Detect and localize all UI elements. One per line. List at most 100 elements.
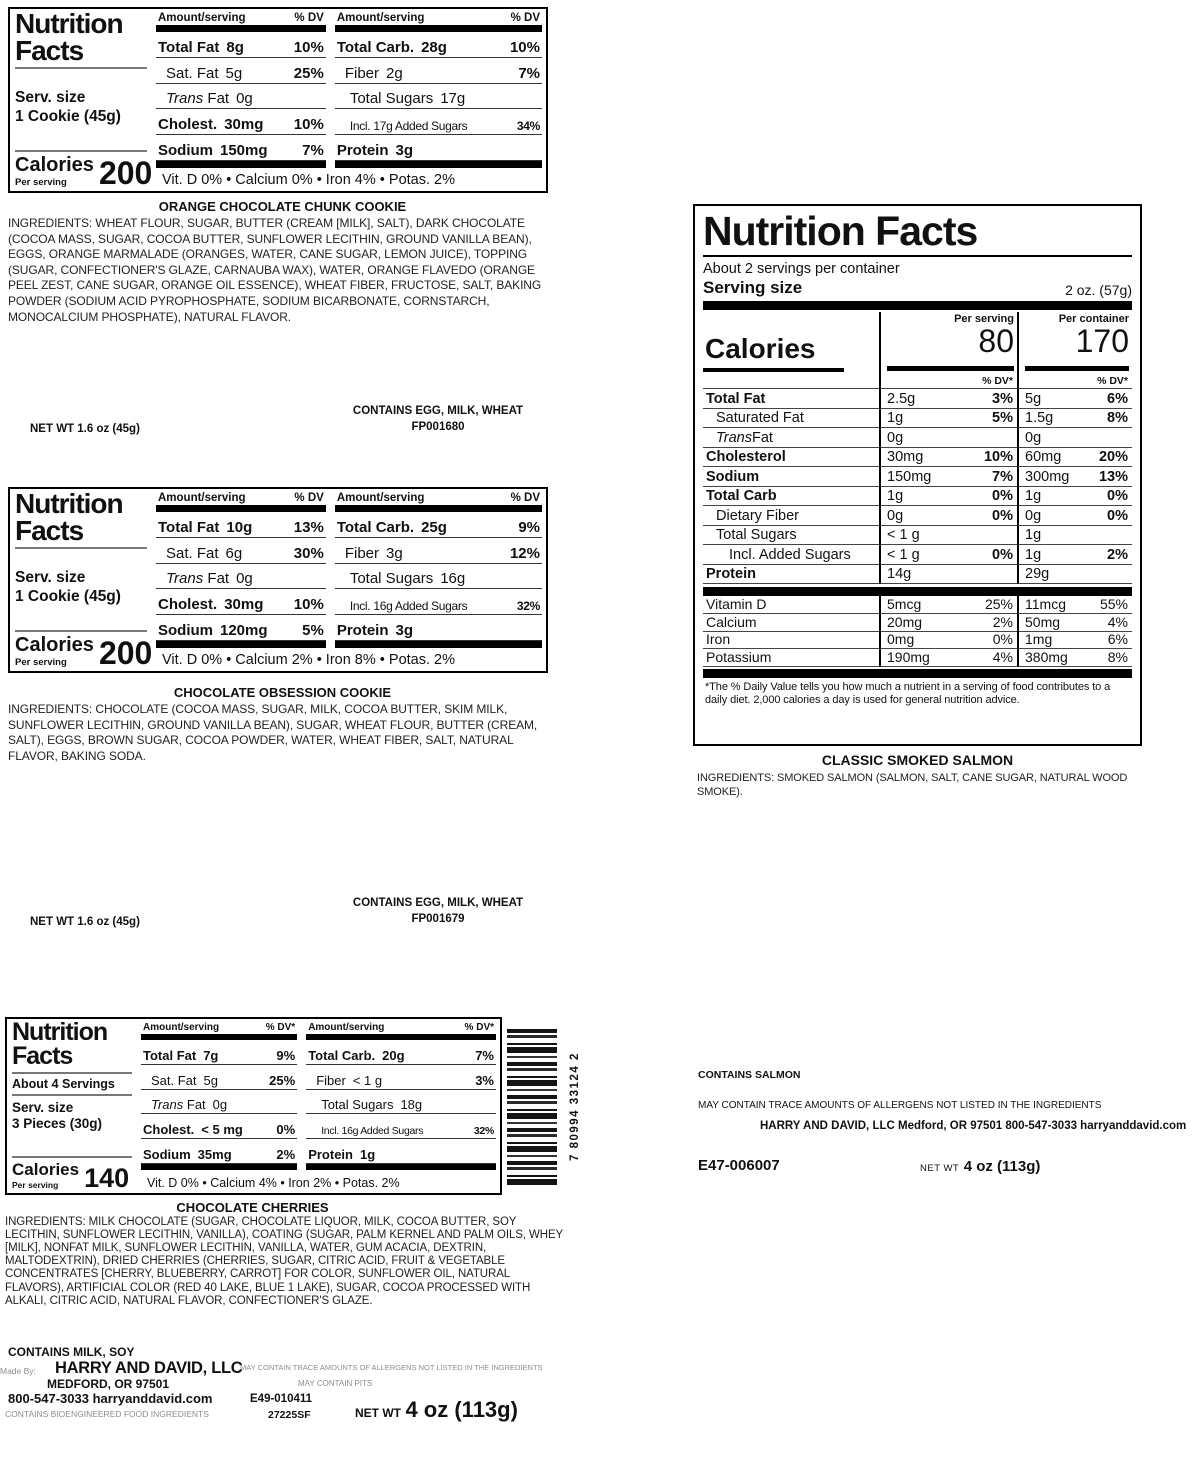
column-header: Amount/serving% DV bbox=[158, 492, 324, 504]
nutrient-percent-dv: 10% bbox=[293, 596, 324, 614]
nutrient-amount: 0mg bbox=[887, 631, 915, 648]
nutrient-name: Sodium 35mg bbox=[143, 1146, 232, 1162]
item-code-1: E49-010411 bbox=[250, 1393, 313, 1405]
nutrient-amount: 7g bbox=[203, 1047, 219, 1063]
per-serving-values: 1g 0% bbox=[879, 486, 1017, 507]
nutrient-amount: 20g bbox=[382, 1047, 405, 1063]
nutrient-percent-dv: 0% bbox=[1107, 488, 1128, 505]
item-code: FP001680 bbox=[411, 420, 465, 433]
nutrient-row: Sodium 150mg 7% bbox=[156, 135, 326, 161]
company-phone-web: 800-547-3033 harryanddavid.com bbox=[8, 1391, 213, 1406]
per-serving-values: 1g 5% bbox=[879, 408, 1017, 429]
thick-rule bbox=[306, 1164, 496, 1170]
nutrient-name: Fiber < 1 g bbox=[316, 1072, 383, 1088]
nutrient-percent-dv: 25% bbox=[984, 596, 1013, 613]
thick-rule bbox=[334, 161, 542, 168]
nutrient-row: Sodium 150mg 7% 300mg 13% bbox=[703, 467, 1132, 487]
nutrient-column-left: Amount/serving% DV Total Fat 10g 13% Sat. F… bbox=[156, 491, 326, 648]
nutrient-row: Trans Fat 0g bbox=[141, 1090, 298, 1115]
per-container-values: 1g 0% bbox=[1017, 486, 1132, 507]
divider bbox=[15, 67, 147, 70]
nutrient-row: Protein 1g bbox=[306, 1139, 496, 1164]
thick-rule bbox=[334, 505, 542, 512]
column-header: Amount/serving% DV bbox=[336, 492, 540, 504]
nutrient-percent-dv: 2% bbox=[1107, 546, 1128, 563]
nutrient-name: Protein 3g bbox=[336, 621, 414, 639]
per-serving-label: Per serving bbox=[15, 657, 67, 668]
per-serving-label: Per serving bbox=[12, 1180, 59, 1190]
nutrient-amount: 60mg bbox=[1025, 449, 1062, 466]
nutrient-row: Sat. Fat 6g 30% bbox=[156, 538, 326, 564]
nutrient-amount: 1g bbox=[887, 410, 904, 427]
calories-block: Calories Per serving 200 bbox=[15, 630, 152, 669]
nutrient-row: Total Sugars 17g bbox=[334, 84, 542, 110]
per-serving-values: 30mg 10% bbox=[879, 447, 1017, 468]
thick-rule bbox=[156, 641, 326, 648]
nutrient-percent-dv: 8% bbox=[1107, 648, 1128, 665]
nutrient-percent-dv: 5% bbox=[302, 621, 324, 639]
nutrient-amount: 18g bbox=[400, 1097, 423, 1113]
nutrient-amount: 6g bbox=[225, 544, 243, 562]
nutrient-percent-dv: 9% bbox=[276, 1047, 296, 1063]
nutrient-amount: 28g bbox=[421, 38, 447, 56]
product-title-smoked-salmon: CLASSIC SMOKED SALMON bbox=[821, 752, 1014, 768]
column-header: Amount/serving% DV bbox=[158, 12, 324, 24]
nutrient-amount: 5g bbox=[1025, 390, 1042, 407]
nutrient-amount: 50mg bbox=[1025, 613, 1061, 630]
nutrient-row: Sat. Fat 5g 25% bbox=[141, 1065, 298, 1090]
nutrient-row: Total Carb. 28g 10% bbox=[334, 32, 542, 58]
nutrient-name: Total Fat 7g bbox=[143, 1047, 219, 1063]
company-line-salmon: HARRY AND DAVID, LLC Medford, OR 97501 8… bbox=[760, 1120, 1187, 1132]
nutrient-amount: 30mg bbox=[224, 596, 264, 614]
nutrient-name: Total Sugars 16g bbox=[349, 570, 466, 588]
nutrient-name: Total Sugars 17g bbox=[349, 90, 466, 108]
nutrient-percent-dv: 7% bbox=[518, 64, 540, 82]
vitamin-row: Iron 0mg 0% 1mg 6% bbox=[703, 631, 1132, 650]
thick-rule bbox=[156, 161, 326, 168]
thick-rule bbox=[141, 1034, 298, 1040]
vitamin-row: Potassium 190mg 4% 380mg 8% bbox=[703, 648, 1132, 667]
nutrient-amount: 380mg bbox=[1025, 648, 1068, 665]
serving-size: Serv. size 1 Cookie (45g) bbox=[15, 89, 121, 125]
nutrient-amount: 0g bbox=[887, 429, 904, 446]
nutrient-name: Trans Fat 0g bbox=[151, 1097, 228, 1113]
nutrient-amount: 1g bbox=[359, 1146, 376, 1162]
per-serving-values: 5mcg 25% bbox=[879, 596, 1017, 615]
nutrient-name: Fiber 2g bbox=[344, 64, 403, 82]
nutrient-percent-dv: 25% bbox=[269, 1072, 296, 1088]
calories-per-container: 170 bbox=[1075, 323, 1129, 360]
item-code-salmon: E47-006007 bbox=[698, 1157, 780, 1174]
nutrient-percent-dv: 20% bbox=[1098, 449, 1128, 466]
nutrient-row: Trans Fat 0g bbox=[156, 84, 326, 110]
nutrient-percent-dv: 32% bbox=[516, 599, 540, 614]
nutrient-amount: < 5 mg bbox=[201, 1122, 243, 1138]
calories-label: Calories bbox=[15, 634, 94, 656]
nutrient-amount: 1g bbox=[887, 488, 904, 505]
nutrient-amount: 1g bbox=[1025, 488, 1042, 505]
per-container-values: 0g 0% bbox=[1017, 506, 1132, 526]
nutrient-percent-dv: 30% bbox=[293, 544, 324, 562]
nutrient-name: Trans Fat bbox=[703, 428, 879, 448]
nutrient-percent-dv: 8% bbox=[1107, 410, 1128, 427]
nutrition-facts-title: Nutrition Facts bbox=[15, 8, 124, 66]
nutrient-name: Sat. Fat 6g bbox=[166, 544, 243, 562]
servings-per-container: About 2 servings per container bbox=[703, 261, 900, 278]
nutrient-amount: 3g bbox=[395, 141, 414, 159]
nutrient-amount: 1mg bbox=[1025, 631, 1053, 648]
ingredients-smoked-salmon: INGREDIENTS: SMOKED SALMON (SALMON, SALT… bbox=[697, 772, 1128, 799]
product-title-chocolate-cherries: CHOCOLATE CHERRIES bbox=[176, 1200, 329, 1215]
barcode-bars-icon bbox=[507, 1029, 557, 1185]
calories-block: Calories Per serving 200 bbox=[15, 150, 152, 189]
allergen-contains-orange-cookie: CONTAINS EGG, MILK, WHEAT FP001680 bbox=[352, 405, 524, 433]
nutrient-percent-dv: 6% bbox=[1107, 631, 1128, 648]
dv-header: % DV* bbox=[982, 375, 1013, 388]
vitamin-row: Vitamin D 5mcg 25% 11mcg 55% bbox=[703, 596, 1132, 615]
serving-size: Serv. size 1 Cookie (45g) bbox=[15, 569, 121, 605]
servings-note: About 4 Servings bbox=[12, 1076, 115, 1091]
nutrient-percent-dv: 13% bbox=[293, 518, 324, 536]
nutrient-name: Cholesterol bbox=[703, 448, 879, 468]
nutrient-amount: 17g bbox=[440, 90, 466, 108]
nutrient-amount: 14g bbox=[887, 566, 912, 583]
nutrient-percent-dv: 3% bbox=[992, 390, 1013, 407]
thick-rule bbox=[141, 1164, 298, 1170]
